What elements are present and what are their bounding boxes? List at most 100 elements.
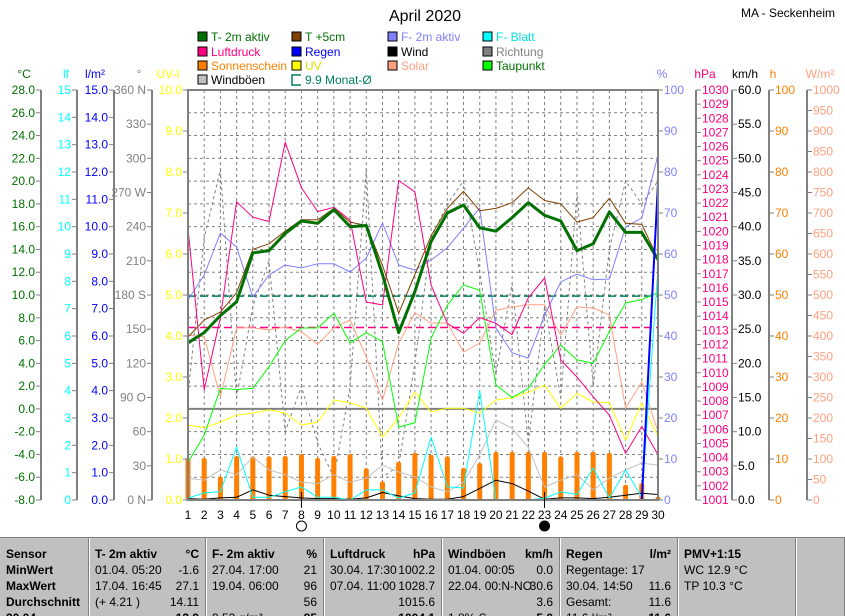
axis-tick-label: 100 <box>775 83 795 97</box>
axis-unit-label: UV-I <box>156 67 179 81</box>
axis-tick-label: -6.0 <box>14 470 35 484</box>
axis-tick-label: 1026 <box>702 140 729 154</box>
stats-cell <box>802 546 838 562</box>
series-f-blatt <box>187 267 659 501</box>
axis-tick-label: 300 <box>813 370 833 384</box>
stats-cell: PMV+1:15 <box>684 546 789 562</box>
stats-cell-label: 07.04. 11:00 <box>330 579 396 593</box>
statistics-table: Sensor MinWert MaxWert Durchschnitt30.04. T-… <box>0 537 845 616</box>
stats-cell: Luftdruck hPa <box>330 546 435 562</box>
sunshine-bar <box>461 468 467 500</box>
sunshine-bar <box>509 452 515 500</box>
axis-tick-label: 26.0 <box>12 106 36 120</box>
axis-unit-label: ° <box>137 67 142 81</box>
stats-cell: MaxWert <box>6 578 82 594</box>
axis-tick-label: 13 <box>58 138 72 152</box>
sunshine-bar <box>201 458 207 500</box>
axis-tick-label: 0.0 <box>18 402 35 416</box>
stats-cell-label: MinWert <box>6 563 54 577</box>
legend-item: F- 2m aktiv <box>387 30 460 44</box>
x-tick-label: 7 <box>282 508 289 522</box>
stats-cell: 17.04. 16:45 27.1 <box>95 578 199 594</box>
stats-cell: WC 12.9 °C <box>684 562 789 578</box>
legend-item: Regen <box>291 45 340 59</box>
stats-cell-value: 5.0 <box>536 610 553 616</box>
axis-tick-label: 1009 <box>702 380 729 394</box>
axis-tick-label: 1029 <box>702 97 729 111</box>
axis-tick-label: 180 S <box>115 288 146 302</box>
stats-cell <box>684 594 789 610</box>
axis-tick-label: 1023 <box>702 182 729 196</box>
stats-cell-label: MaxWert <box>6 579 56 593</box>
full-moon-icon <box>295 520 307 532</box>
axis-tick-label: 20 <box>775 411 789 425</box>
axis-tick-label: 20 <box>664 411 678 425</box>
stats-cell-value: hPa <box>412 547 435 561</box>
stats-cell-label: 9.53 g/m³ <box>212 610 263 616</box>
stats-cell: 1015.6 <box>330 594 435 610</box>
x-tick-label: 14 <box>392 508 406 522</box>
stats-cell: 12.9 <box>95 610 199 616</box>
legend-swatch-icon <box>291 46 302 57</box>
stats-cell-value: 3.6 <box>536 595 553 609</box>
axis-tick-label: 0 N <box>127 493 146 507</box>
stats-column: Windböen km/h 01.04. 00:05 0.0 22.04. 00:N-N… <box>442 538 560 616</box>
legend-item: Richtung <box>482 45 543 59</box>
axis-tick-label: 70 <box>664 206 678 220</box>
axis-tick-label: 0.0 <box>738 493 755 507</box>
axis-tick-label: 1000 <box>813 83 840 97</box>
legend-label: Luftdruck <box>211 45 261 59</box>
legend-item: UV <box>291 59 322 73</box>
station-name: MA - Seckenheim <box>741 6 835 20</box>
stats-cell: 1.8% S 5.0 <box>448 610 553 616</box>
stats-cell-value: 21 <box>303 563 317 577</box>
axis-tick-label: 30.0 <box>738 288 762 302</box>
axis-unit-label: lf <box>63 67 70 81</box>
axis-tick-label: 40 <box>775 329 789 343</box>
stats-cell-label: Regen <box>566 547 603 561</box>
stats-cell: Windböen km/h <box>448 546 553 562</box>
axis-tick-label: 8.0 <box>18 311 35 325</box>
axis-tick-label: 30 <box>775 370 789 384</box>
x-tick-label: 15 <box>408 508 422 522</box>
stats-cell-value: 11.6 <box>648 610 671 616</box>
stats-column: T- 2m aktiv °C 01.04. 05:20 -1.6 17.04. 16:4… <box>89 538 206 616</box>
axis-tick-label: 210 <box>126 254 146 268</box>
sunshine-bar <box>444 456 450 500</box>
axis-tick-label: 18.0 <box>12 197 36 211</box>
stats-cell-value: °C <box>185 547 199 561</box>
legend-label: F- 2m aktiv <box>401 30 460 44</box>
axis-tick-label: 12.0 <box>12 265 36 279</box>
x-tick-label: 16 <box>424 508 438 522</box>
axis-tick-label: 500 <box>813 288 833 302</box>
axis-tick-label: 12.0 <box>85 165 109 179</box>
stats-cell-label: 11.6 l/m² <box>566 610 612 616</box>
axis-tick-label: 28.0 <box>12 83 36 97</box>
sunshine-bar <box>379 481 385 500</box>
axis-tick-label: 10.0 <box>159 83 183 97</box>
legend-label: Regen <box>305 45 340 59</box>
axis-tick-label: 1007 <box>702 408 729 422</box>
axis-tick-label: 2 <box>64 438 71 452</box>
axis-tick-label: 360 N <box>114 83 146 97</box>
series-uv <box>187 384 659 441</box>
axes: °C28.026.024.022.020.018.016.014.012.010… <box>12 67 840 507</box>
stats-cell-value: 12.9 <box>176 610 199 616</box>
axis-tick-label: 14.0 <box>12 242 36 256</box>
axis-tick-label: 1028 <box>702 111 729 125</box>
stats-cell-value: 11.6 <box>648 579 671 593</box>
axis-unit-label: l/m² <box>85 67 105 81</box>
stats-cell-value: 14.11 <box>169 595 199 609</box>
axis-tick-label: 1015 <box>702 295 729 309</box>
x-tick-label: 5 <box>249 508 256 522</box>
axis-tick-label: 1003 <box>702 465 729 479</box>
stats-column: Luftdruck hPa 30.04. 17:30 1002.2 07.04. 11:… <box>324 538 442 616</box>
sunshine-bar <box>298 454 304 500</box>
x-tick-label: 26 <box>586 508 600 522</box>
x-tick-label: 24 <box>554 508 568 522</box>
stats-cell-value: 30.6 <box>529 579 553 593</box>
series-wind <box>187 479 659 500</box>
axis-tick-label: 7 <box>64 302 71 316</box>
axis-tick-label: 40 <box>664 329 678 343</box>
